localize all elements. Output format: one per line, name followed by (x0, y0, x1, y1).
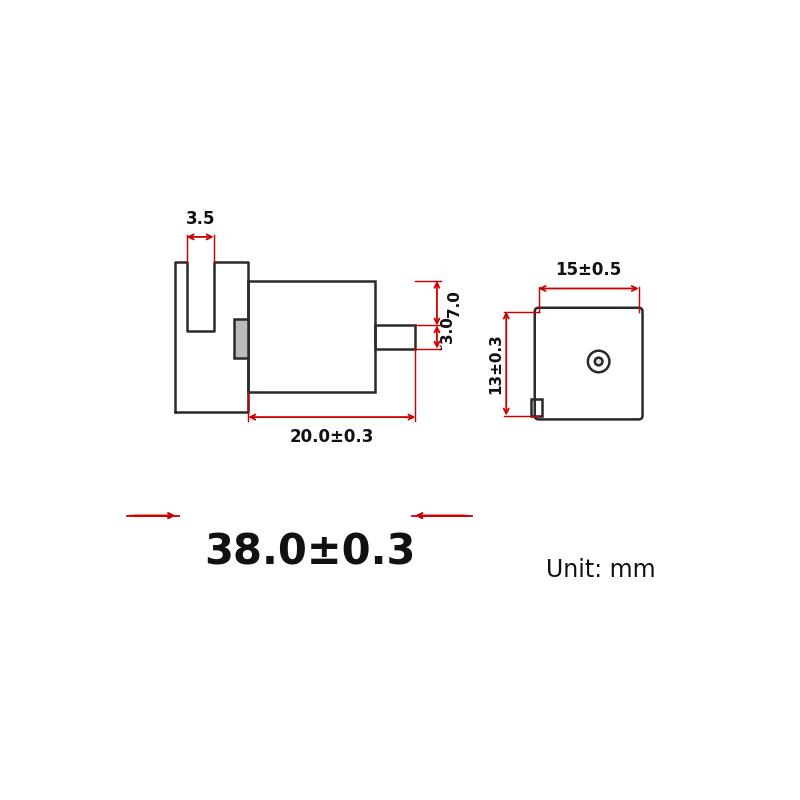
Text: Unit: mm: Unit: mm (546, 558, 656, 582)
Text: 3.5: 3.5 (186, 210, 215, 228)
Text: 13±0.3: 13±0.3 (488, 333, 503, 394)
Text: 15±0.5: 15±0.5 (555, 262, 622, 279)
Bar (531, 398, 542, 415)
Text: 7.0: 7.0 (447, 290, 462, 317)
Bar (375, 326, 415, 349)
Text: ̆3.0: ̆3.0 (447, 323, 462, 350)
Bar (234, 319, 248, 358)
Text: 38.0±0.3: 38.0±0.3 (204, 531, 416, 573)
Text: 20.0±0.3: 20.0±0.3 (290, 428, 374, 446)
Bar (248, 281, 375, 393)
Circle shape (595, 358, 602, 366)
